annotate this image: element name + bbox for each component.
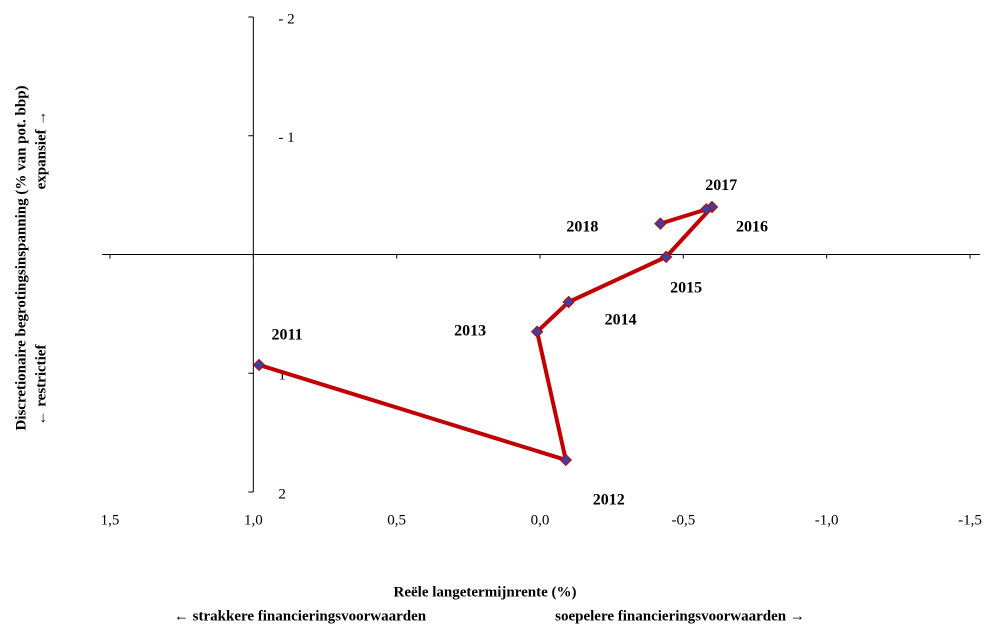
point-label: 2012 [593, 492, 625, 509]
y-axis-title: Discretionaire begrotingsinspanning (% v… [13, 85, 29, 430]
x-tick-label: -1,0 [815, 512, 839, 528]
marker [252, 358, 266, 372]
marker [659, 250, 673, 264]
x-tick-label: 1,5 [101, 512, 120, 528]
x-axis-note: soepelere financieringsvoorwaarden → [555, 608, 805, 624]
point-label: 2017 [705, 177, 737, 194]
x-tick-label: 0,5 [387, 512, 406, 528]
marker [530, 325, 544, 338]
point-label: 2014 [605, 312, 637, 329]
y-tick-label: - 1 [278, 130, 294, 146]
point-label: 2015 [670, 280, 702, 297]
x-axis-note: ← strakkere financieringsvoorwaarden [174, 608, 427, 624]
x-axis-title: Reële langetermijnrente (%) [394, 584, 577, 600]
marker [700, 203, 713, 216]
x-tick-label: 1,0 [244, 512, 263, 528]
y-tick-label: 1 [278, 368, 286, 384]
marker [562, 295, 575, 309]
y-axis-note: ← restrictief [33, 344, 49, 426]
point-label: 2018 [566, 218, 598, 235]
point-label: 2016 [736, 219, 768, 236]
x-tick-label: -0,5 [671, 512, 695, 528]
marker [654, 217, 667, 230]
y-tick-label: 2 [278, 486, 286, 502]
y-axis-note: expansief → [33, 111, 49, 190]
point-label: 2011 [272, 327, 303, 344]
y-tick-label: - 2 [278, 11, 294, 27]
x-tick-label: 0,0 [531, 512, 550, 528]
marker [559, 453, 573, 467]
x-tick-label: -1,5 [958, 512, 982, 528]
point-label: 2013 [454, 322, 486, 339]
